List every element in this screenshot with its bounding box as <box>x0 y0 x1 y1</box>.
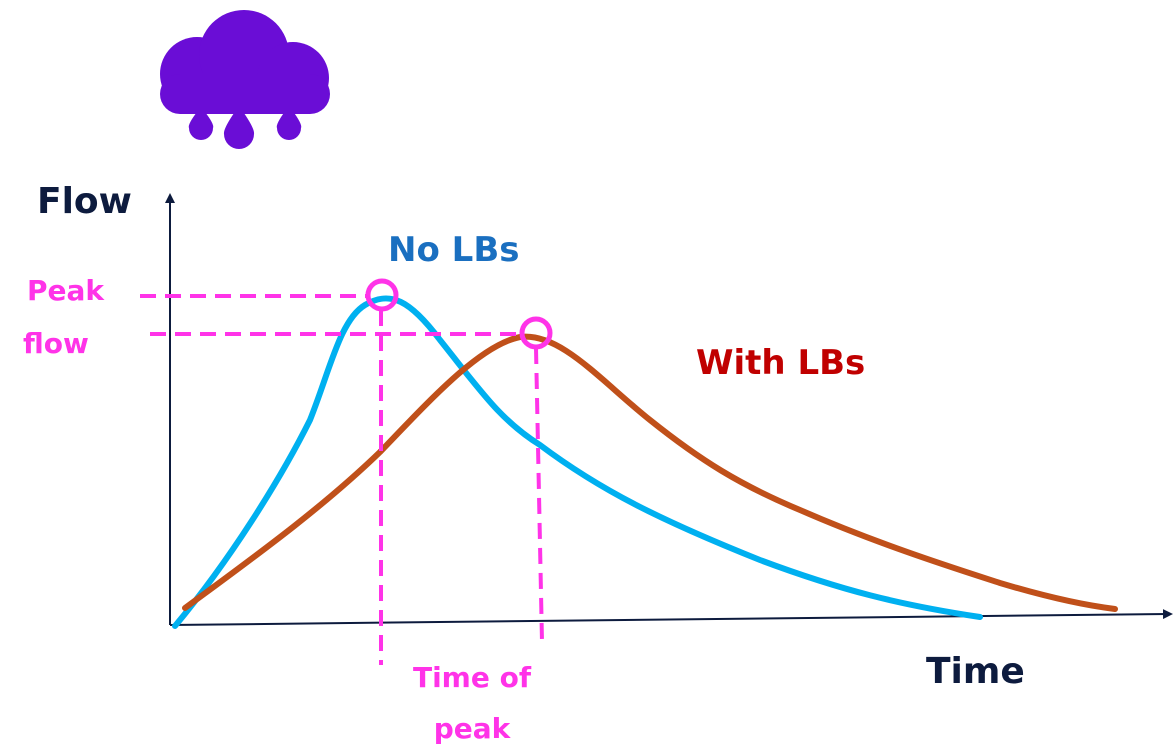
guide-lines <box>140 294 544 665</box>
series-with-lbs-curve <box>182 333 1118 612</box>
y-axis-label: Flow <box>37 181 132 222</box>
rain-drop-center <box>223 106 255 149</box>
peak-flow-label-line2: flow <box>23 327 89 360</box>
time-of-peak-label-line1: Time of <box>413 661 532 694</box>
x-axis <box>169 609 1173 626</box>
time-of-peak-label-line2: peak <box>434 712 512 745</box>
rain-drop-right <box>276 106 302 140</box>
peak-markers <box>365 278 553 350</box>
cloud-base <box>160 74 330 114</box>
peak-marker-no-lbs <box>365 278 399 312</box>
series-label-no-lbs: No LBs <box>388 230 519 270</box>
x-axis-label: Time <box>926 651 1025 692</box>
series-no-lbs-curve <box>172 295 983 629</box>
peak-marker-with-lbs <box>519 316 553 350</box>
time-of-peak-guide-with-lbs <box>534 347 544 643</box>
rain-drop-left <box>188 107 214 140</box>
peak-flow-label-line1: Peak <box>27 274 105 307</box>
rain-cloud-icon <box>160 10 330 149</box>
series-label-with-lbs: With LBs <box>696 343 865 383</box>
